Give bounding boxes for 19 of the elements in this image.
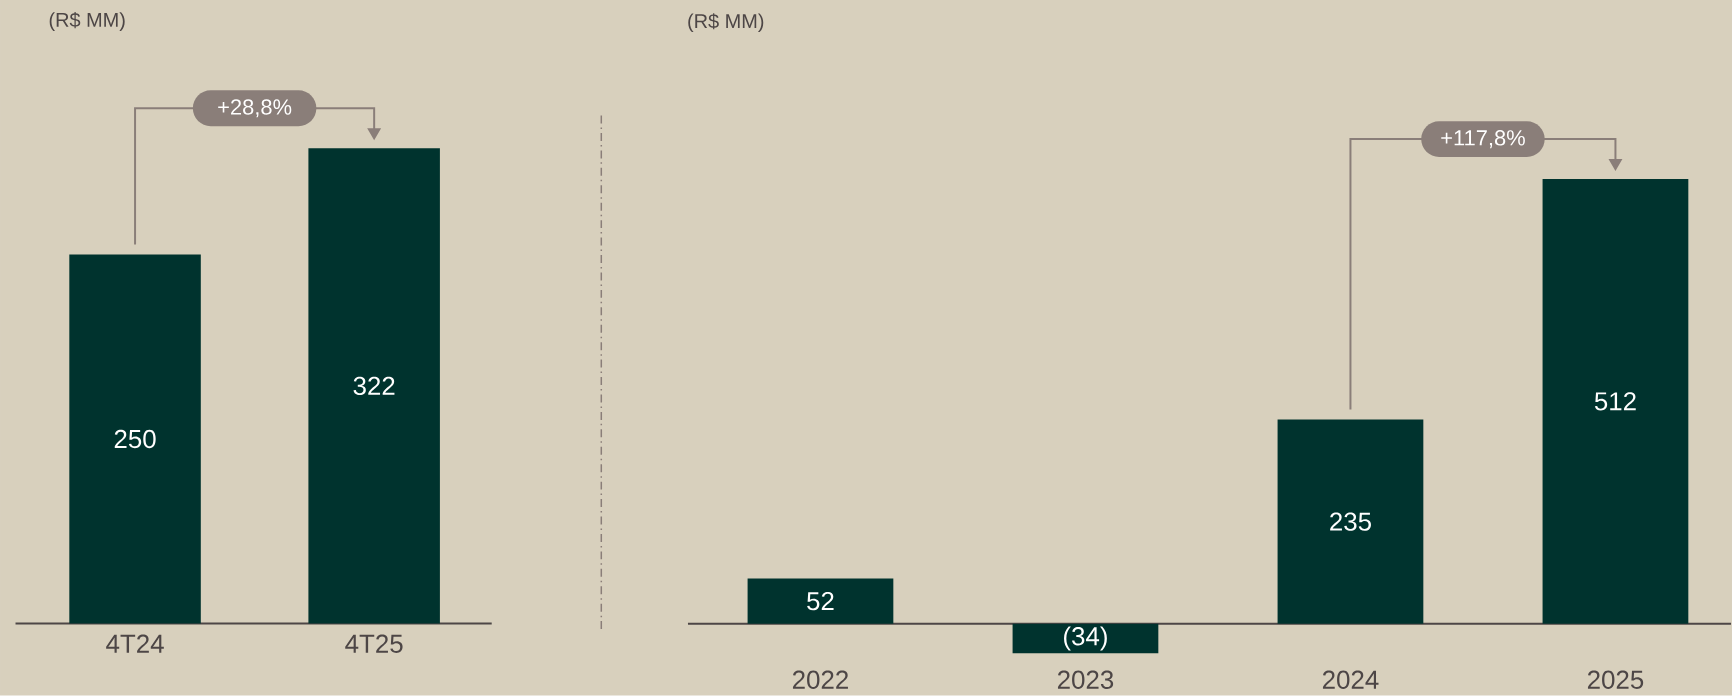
data-label: 512 — [1594, 392, 1636, 411]
data-label: 52 — [807, 592, 834, 611]
data-label: 235 — [1330, 512, 1371, 532]
x-tick-label: 2022 — [792, 670, 848, 690]
data-label: (34) — [1064, 626, 1107, 651]
y-axis-title: (R$ MM) — [49, 12, 125, 32]
x-tick-label: 2024 — [1322, 670, 1379, 690]
bar — [1012, 623, 1159, 654]
text: +117,8% — [1441, 130, 1525, 149]
text: +28,8% — [218, 99, 292, 118]
data-label: 250 — [114, 430, 156, 449]
x-tick-label: 2023 — [1057, 670, 1114, 690]
bar — [1277, 419, 1424, 624]
x-tick-label: 2025 — [1587, 670, 1644, 690]
data-label: 322 — [353, 376, 395, 396]
x-tick-label: 4T25 — [345, 634, 403, 654]
x-tick-label: 4T24 — [106, 634, 164, 653]
y-axis-title: (R$ MM) — [688, 13, 764, 33]
bar — [747, 578, 894, 624]
